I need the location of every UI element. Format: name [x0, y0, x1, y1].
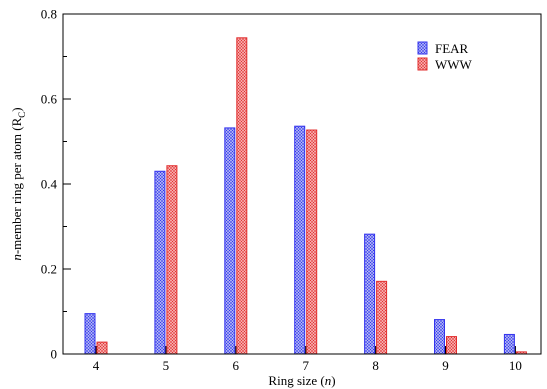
y-tick-label: 0.4 [41, 177, 58, 192]
bar-fear-4 [84, 313, 96, 355]
bar-www-5 [166, 165, 178, 355]
legend-label-fear: FEAR [435, 41, 469, 56]
bar-fear-6 [224, 127, 236, 355]
bar-www-4 [96, 341, 108, 355]
y-axis: 0 0.2 0.4 0.6 0.8 [41, 7, 71, 362]
bar-fear-8 [364, 233, 376, 355]
y-tick-label: 0.8 [41, 7, 57, 22]
x-tick-label: 5 [163, 358, 170, 373]
y-axis-title-subscript: C [17, 112, 27, 118]
bar-fear-10 [503, 333, 515, 355]
y-tick-label: 0 [51, 347, 58, 362]
x-tick-label: 8 [372, 358, 379, 373]
bar-www-9 [446, 336, 457, 355]
bar-www-7 [306, 129, 318, 355]
y-axis-title-part: -member ring per atom (R [9, 117, 24, 254]
x-axis: 4 5 6 7 8 9 10 [93, 346, 522, 373]
legend-label-www: WWW [435, 57, 473, 72]
y-tick-label: 0.2 [41, 262, 57, 277]
x-tick-label: 9 [442, 358, 449, 373]
legend-swatch-fear [417, 41, 428, 55]
x-axis-title: Ring size (n) [268, 373, 335, 388]
y-axis-title-part: ) [9, 107, 24, 111]
legend-swatch-www [417, 57, 428, 71]
bar-www-8 [376, 280, 388, 355]
bar-fear-9 [434, 319, 445, 355]
x-axis-title-part: Ring size ( [268, 373, 324, 388]
x-tick-label: 10 [509, 358, 522, 373]
x-tick-label: 6 [233, 358, 240, 373]
x-tick-label: 4 [93, 358, 100, 373]
bar-fear-5 [154, 170, 166, 355]
bars-layer [84, 37, 527, 355]
bar-fear-7 [294, 125, 306, 355]
bar-www-6 [236, 37, 248, 355]
y-tick-label: 0.6 [41, 92, 58, 107]
y-axis-title-italic: n [9, 254, 24, 261]
x-axis-title-italic: n [325, 373, 332, 388]
legend: FEAR WWW [417, 41, 473, 72]
y-axis-title: n-member ring per atom (RC) [9, 107, 27, 260]
x-axis-title-part: ) [331, 373, 335, 388]
x-tick-label: 7 [302, 358, 309, 373]
